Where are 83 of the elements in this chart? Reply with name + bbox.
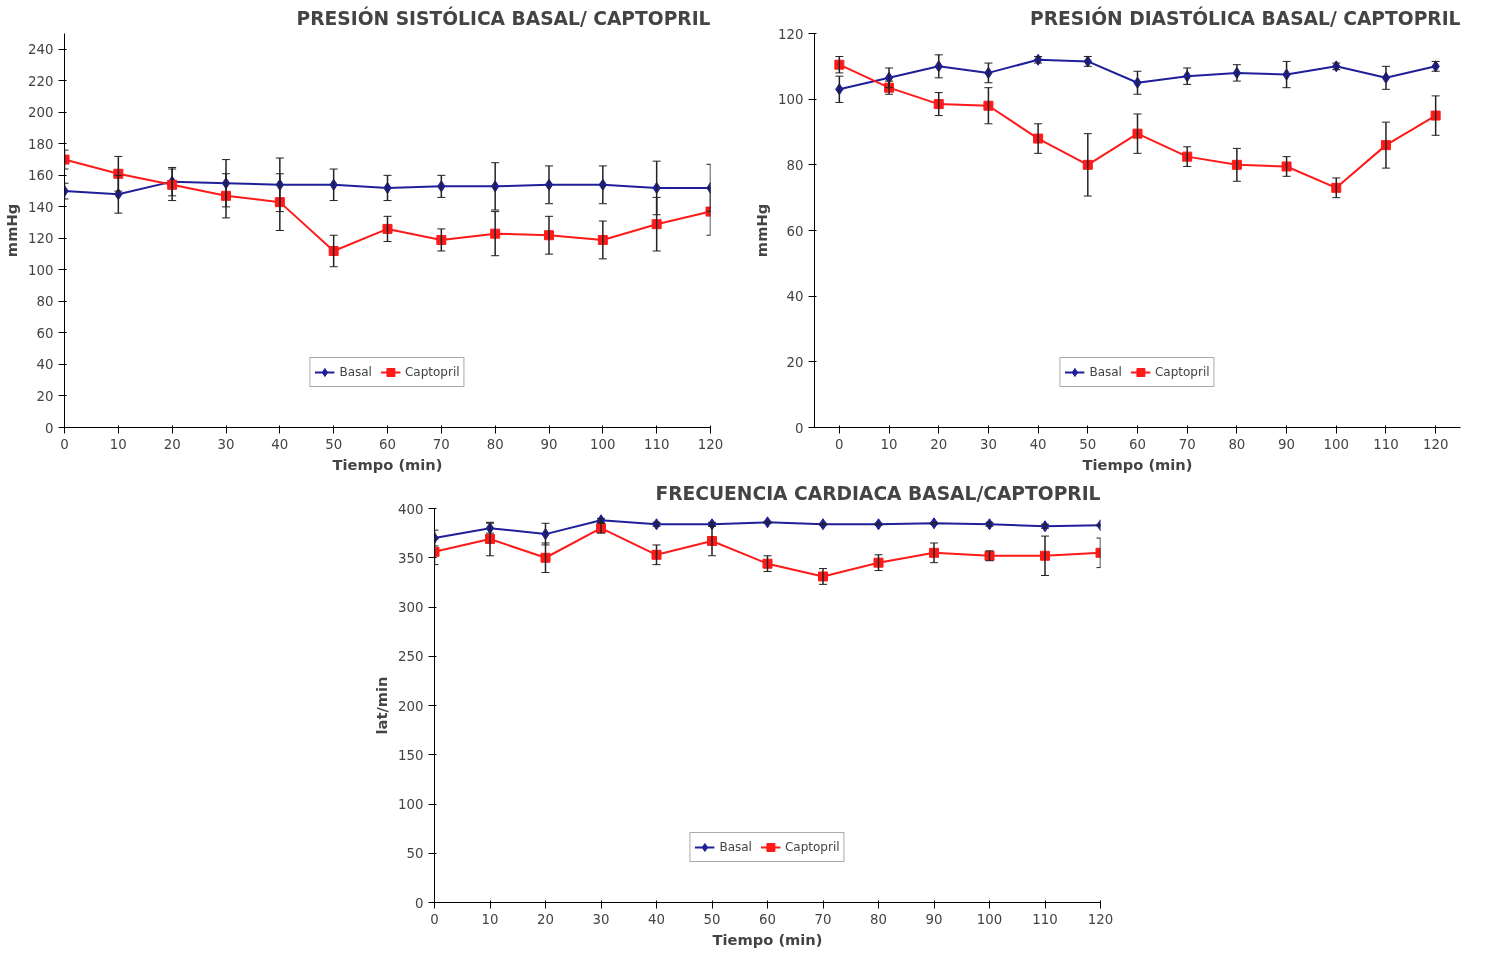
x-tick-label: 0 xyxy=(430,911,439,927)
y-tick-label: 50 xyxy=(406,846,424,862)
x-tick-label: 20 xyxy=(537,911,554,927)
y-tick-label: 300 xyxy=(398,600,424,615)
y-tick-label: 350 xyxy=(398,550,424,566)
y-tick-label: 200 xyxy=(28,105,54,121)
y-axis-title: mmHg xyxy=(753,203,771,258)
y-tick-label: 0 xyxy=(795,420,804,436)
x-tick-label: 20 xyxy=(163,436,181,452)
y-tick-label: 120 xyxy=(28,231,54,247)
x-tick-label: 80 xyxy=(486,436,504,452)
x-tick-label: 90 xyxy=(540,436,558,452)
y-tick-label: 140 xyxy=(28,199,54,215)
x-tick-label: 70 xyxy=(432,436,450,452)
x-tick-label: 40 xyxy=(1029,436,1047,452)
legend-label: Captopril xyxy=(404,365,460,379)
x-tick-label: 50 xyxy=(703,911,721,927)
y-tick-label: 100 xyxy=(778,92,804,108)
x-tick-label: 10 xyxy=(880,436,898,452)
y-tick-label: 60 xyxy=(786,223,804,239)
y-tick-label: 150 xyxy=(398,747,424,763)
x-tick-label: 30 xyxy=(592,911,610,927)
legend-label: Captopril xyxy=(1154,365,1210,379)
x-tick-label: 120 xyxy=(1087,911,1114,927)
y-axis-title: lat/min xyxy=(373,676,391,735)
y-tick-label: 20 xyxy=(786,354,804,370)
legend-label: Captopril xyxy=(784,840,840,854)
x-tick-label: 100 xyxy=(976,911,1003,927)
x-tick-label: 30 xyxy=(979,436,997,452)
x-tick-label: 60 xyxy=(759,911,776,927)
y-tick-label: 180 xyxy=(28,136,54,152)
x-tick-label: 70 xyxy=(814,911,832,927)
x-tick-label: 40 xyxy=(648,911,665,927)
x-tick-label: 90 xyxy=(1278,436,1296,452)
x-tick-label: 60 xyxy=(1129,436,1146,452)
x-tick-label: 10 xyxy=(481,911,499,927)
y-tick-label: 0 xyxy=(45,420,54,436)
x-tick-label: 70 xyxy=(1178,436,1196,452)
x-tick-label: 0 xyxy=(835,436,844,452)
legend-label: Basal xyxy=(719,840,752,854)
chart-title: FRECUENCIA CARDIACA BASAL/CAPTOPRIL xyxy=(655,482,1101,504)
x-tick-label: 110 xyxy=(643,436,670,452)
x-axis-title: Tiempo (min) xyxy=(712,930,823,948)
x-tick-label: 50 xyxy=(325,436,343,452)
x-tick-label: 80 xyxy=(870,911,887,927)
x-tick-label: 0 xyxy=(60,436,69,452)
x-tick-label: 110 xyxy=(1032,911,1058,927)
x-tick-label: 30 xyxy=(217,436,235,452)
y-tick-label: 120 xyxy=(778,26,804,42)
y-axis-title: mmHg xyxy=(3,203,21,258)
y-tick-label: 100 xyxy=(398,797,424,812)
y-tick-label: 400 xyxy=(398,501,424,517)
y-tick-label: 250 xyxy=(398,649,424,665)
x-tick-label: 100 xyxy=(1323,436,1349,452)
legend-label: Basal xyxy=(1089,365,1122,379)
x-tick-label: 50 xyxy=(1079,436,1097,452)
x-axis-title: Tiempo (min) xyxy=(332,455,443,473)
chart-title: PRESIÓN SISTÓLICA BASAL/ CAPTOPRIL xyxy=(296,5,711,29)
y-tick-label: 200 xyxy=(398,698,424,714)
chart-title: PRESIÓN DIASTÓLICA BASAL/ CAPTOPRIL xyxy=(1030,5,1461,29)
x-tick-label: 120 xyxy=(1422,436,1449,452)
x-tick-label: 40 xyxy=(271,436,289,452)
y-tick-label: 80 xyxy=(786,157,804,173)
y-tick-label: 0 xyxy=(415,895,424,911)
legend-label: Basal xyxy=(339,365,372,379)
x-axis-title: Tiempo (min) xyxy=(1082,455,1193,473)
y-tick-label: 40 xyxy=(786,289,804,305)
y-tick-label: 20 xyxy=(36,388,54,404)
x-tick-label: 10 xyxy=(109,436,127,452)
x-tick-label: 100 xyxy=(590,436,616,452)
y-tick-label: 40 xyxy=(36,357,54,373)
x-tick-label: 110 xyxy=(1373,436,1399,452)
y-tick-label: 160 xyxy=(28,168,54,184)
y-tick-label: 80 xyxy=(36,294,54,310)
y-tick-label: 100 xyxy=(28,262,54,278)
x-tick-label: 60 xyxy=(379,436,396,452)
y-tick-label: 60 xyxy=(36,325,54,341)
x-tick-label: 90 xyxy=(925,911,943,927)
x-tick-label: 80 xyxy=(1228,436,1246,452)
y-tick-label: 240 xyxy=(28,42,54,58)
x-tick-label: 20 xyxy=(930,436,948,452)
y-tick-label: 220 xyxy=(28,73,54,89)
x-tick-label: 120 xyxy=(697,436,724,452)
